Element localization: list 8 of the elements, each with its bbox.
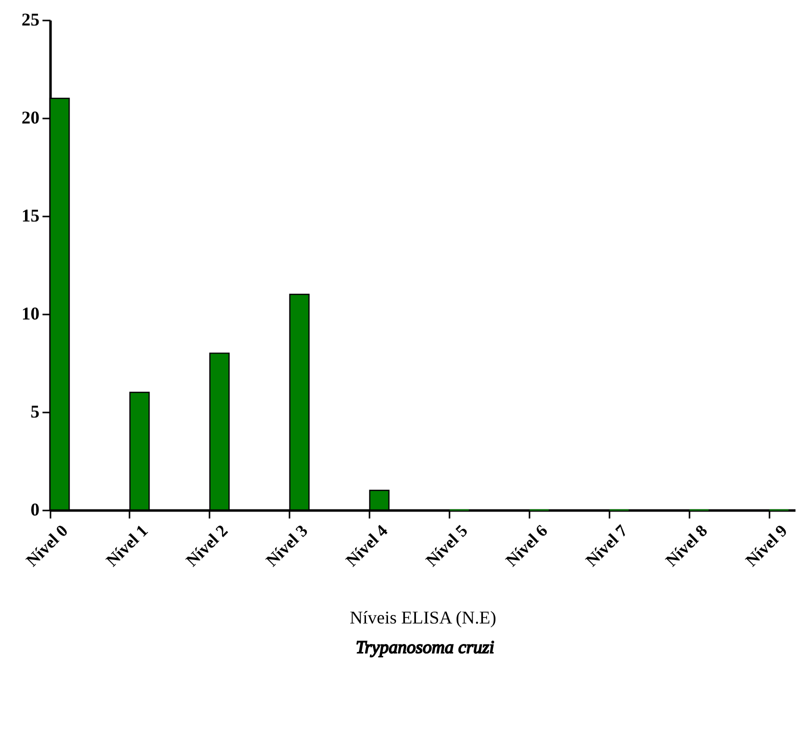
y-tick-label: 0: [30, 500, 40, 520]
y-tick-label: 25: [22, 10, 40, 30]
y-tick-label: 10: [22, 304, 40, 324]
text: Trypanosoma cruzi: [356, 637, 494, 657]
y-tick-label: 5: [30, 402, 40, 422]
y-tick-label: 20: [22, 108, 40, 128]
y-tick-label: 15: [22, 206, 40, 226]
x-axis-title: Níveis ELISA (N.E): [350, 608, 496, 628]
